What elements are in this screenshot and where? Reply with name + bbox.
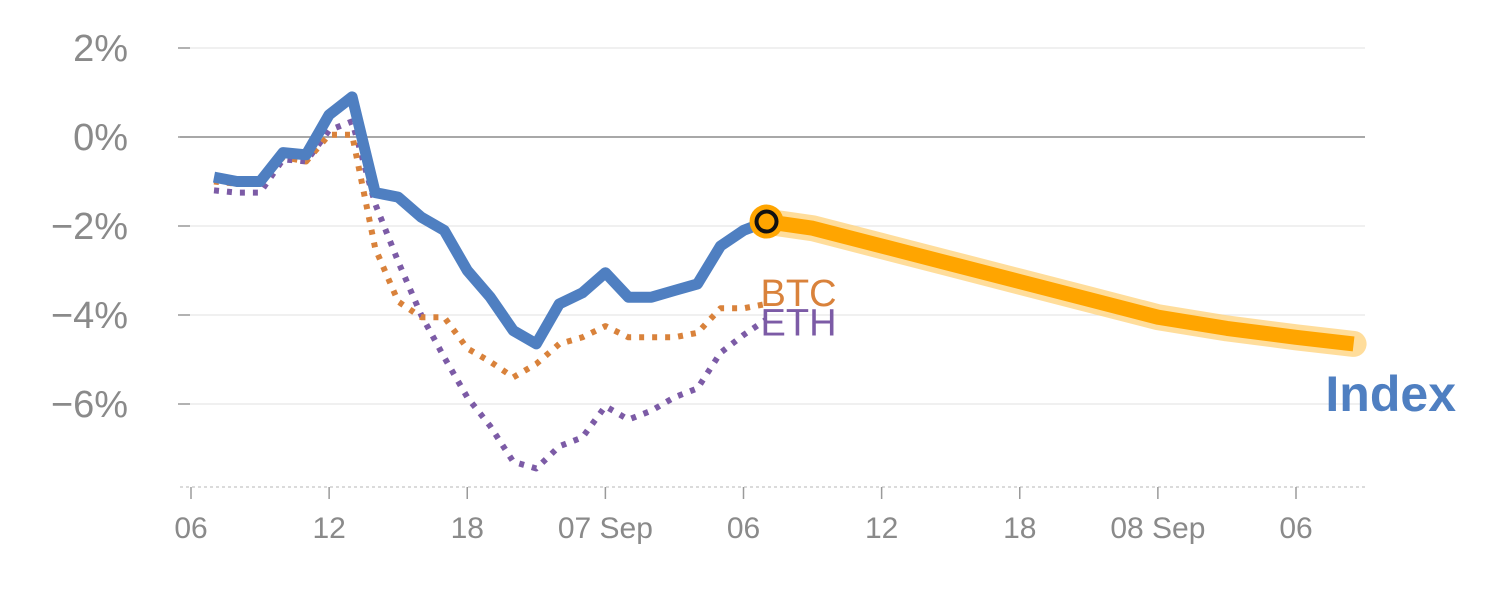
series-labels: BTC ETH Index — [761, 273, 1457, 422]
btc-label: BTC — [761, 273, 837, 315]
x-tick-label: 12 — [865, 512, 898, 545]
series-lines — [212, 91, 1367, 472]
y-axis-ticks: 2% 0% −2% −4% −6% — [51, 28, 190, 426]
x-tick-label: 18 — [451, 512, 484, 545]
y-tick-label: 2% — [73, 28, 128, 70]
y-tick-label: 0% — [73, 117, 128, 159]
btc-line — [213, 131, 768, 381]
x-tick-label: 08 Sep — [1110, 512, 1205, 545]
x-tick-label: 06 — [1279, 512, 1312, 545]
y-tick-label: −4% — [51, 295, 128, 337]
x-tick-label: 12 — [312, 512, 345, 545]
eth-line — [213, 118, 769, 472]
eth-label: ETH — [761, 302, 837, 344]
current-point-marker — [749, 204, 784, 239]
x-tick-label: 06 — [727, 512, 760, 545]
x-tick-label: 06 — [174, 512, 207, 545]
x-tick-label: 18 — [1003, 512, 1036, 545]
forecast-line — [765, 214, 1355, 352]
y-tick-label: −2% — [51, 206, 128, 248]
x-tick-label: 07 Sep — [558, 512, 653, 545]
current-point-ring — [754, 209, 779, 234]
y-tick-label: −6% — [51, 384, 128, 426]
index-label: Index — [1325, 366, 1456, 422]
index-line — [212, 91, 769, 350]
x-axis-ticks: 06 12 18 07 Sep 06 12 18 08 Sep 06 — [174, 487, 1313, 545]
